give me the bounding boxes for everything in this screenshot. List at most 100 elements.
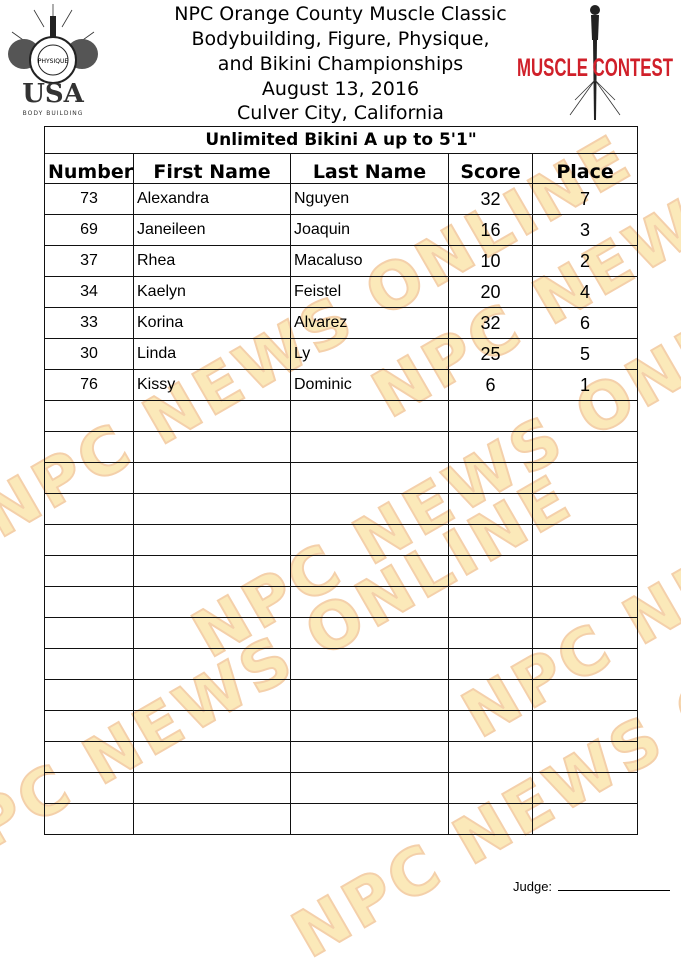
table-body: 73 Alexandra Nguyen 32 7 69 Janeileen Joaquin 16…	[44, 183, 639, 835]
cell-place	[531, 679, 639, 711]
cell-number: 30	[44, 338, 134, 370]
cell-place	[531, 555, 639, 587]
cell-first-name: Kissy	[133, 369, 291, 401]
cell-first-name	[133, 648, 291, 680]
cell-last-name	[290, 400, 449, 432]
cell-score	[448, 493, 533, 525]
cell-number: 73	[44, 183, 134, 215]
cell-last-name: Joaquin	[290, 214, 449, 246]
table-row: 73 Alexandra Nguyen 32 7	[44, 183, 639, 215]
cell-last-name	[290, 586, 449, 618]
cell-number: 37	[44, 245, 134, 277]
cell-score	[448, 679, 533, 711]
cell-score	[448, 741, 533, 773]
table-row: 33 Korina Alvarez 32 6	[44, 307, 639, 339]
event-subtitle: Bodybuilding, Figure, Physique,	[191, 28, 490, 50]
cell-number	[44, 586, 134, 618]
cell-score: 20	[448, 276, 533, 308]
cell-last-name	[290, 741, 449, 773]
cell-last-name	[290, 772, 449, 804]
cell-place: 6	[531, 307, 639, 339]
svg-text:MUSCLE CONTEST: MUSCLE CONTEST	[517, 54, 673, 82]
cell-last-name	[290, 431, 449, 463]
cell-place: 1	[531, 369, 639, 401]
cell-first-name	[133, 431, 291, 463]
cell-last-name: Macaluso	[290, 245, 449, 277]
cell-place	[531, 586, 639, 618]
table-row: 37 Rhea Macaluso 10 2	[44, 245, 639, 277]
muscle-contest-logo: MUSCLE CONTEST	[517, 5, 673, 120]
cell-number: 76	[44, 369, 134, 401]
cell-number	[44, 679, 134, 711]
cell-score	[448, 710, 533, 742]
cell-place	[531, 710, 639, 742]
cell-place: 3	[531, 214, 639, 246]
cell-number	[44, 803, 134, 835]
judge-label: Judge:	[513, 879, 553, 894]
cell-place: 4	[531, 276, 639, 308]
empty-table-row	[44, 772, 639, 804]
cell-last-name	[290, 462, 449, 494]
cell-score: 16	[448, 214, 533, 246]
cell-last-name: Dominic	[290, 369, 449, 401]
cell-first-name	[133, 586, 291, 618]
cell-first-name	[133, 617, 291, 649]
empty-table-row	[44, 493, 639, 525]
empty-table-row	[44, 524, 639, 556]
cell-score	[448, 400, 533, 432]
cell-score	[448, 586, 533, 618]
empty-table-row	[44, 803, 639, 835]
npc-usa-logo: PHYSIQUE USA BODY BUILDING	[8, 4, 98, 117]
col-header-first-name: First Name	[133, 153, 291, 184]
results-table: Unlimited Bikini A up to 5'1" Number Fir…	[43, 126, 639, 835]
cell-number	[44, 772, 134, 804]
cell-score	[448, 555, 533, 587]
empty-table-row	[44, 741, 639, 773]
cell-first-name	[133, 741, 291, 773]
cell-place	[531, 462, 639, 494]
cell-number	[44, 524, 134, 556]
cell-number: 33	[44, 307, 134, 339]
cell-last-name: Nguyen	[290, 183, 449, 215]
cell-place: 2	[531, 245, 639, 277]
cell-first-name	[133, 400, 291, 432]
cell-last-name	[290, 617, 449, 649]
col-header-score: Score	[448, 153, 533, 184]
cell-first-name	[133, 493, 291, 525]
cell-score: 25	[448, 338, 533, 370]
cell-place	[531, 617, 639, 649]
cell-place	[531, 648, 639, 680]
cell-first-name	[133, 555, 291, 587]
table-row: 30 Linda Ly 25 5	[44, 338, 639, 370]
cell-score	[448, 462, 533, 494]
cell-last-name	[290, 555, 449, 587]
empty-table-row	[44, 648, 639, 680]
cell-place	[531, 431, 639, 463]
cell-first-name: Rhea	[133, 245, 291, 277]
event-title: NPC Orange County Muscle Classic	[174, 3, 507, 25]
cell-last-name	[290, 524, 449, 556]
cell-number	[44, 493, 134, 525]
cell-first-name	[133, 524, 291, 556]
cell-number	[44, 555, 134, 587]
cell-number: 34	[44, 276, 134, 308]
event-date: August 13, 2016	[261, 78, 420, 100]
cell-place	[531, 400, 639, 432]
table-header: Number First Name Last Name Score Place	[44, 153, 639, 184]
col-header-place: Place	[531, 153, 639, 184]
cell-first-name: Korina	[133, 307, 291, 339]
cell-score	[448, 772, 533, 804]
cell-score: 32	[448, 183, 533, 215]
cell-first-name: Alexandra	[133, 183, 291, 215]
cell-score	[448, 648, 533, 680]
empty-table-row	[44, 679, 639, 711]
cell-place	[531, 741, 639, 773]
cell-place	[531, 493, 639, 525]
cell-score	[448, 617, 533, 649]
table-row: 34 Kaelyn Feistel 20 4	[44, 276, 639, 308]
cell-first-name: Janeileen	[133, 214, 291, 246]
cell-place	[531, 803, 639, 835]
cell-place: 7	[531, 183, 639, 215]
judge-signature: Judge:	[513, 878, 671, 894]
empty-table-row	[44, 710, 639, 742]
